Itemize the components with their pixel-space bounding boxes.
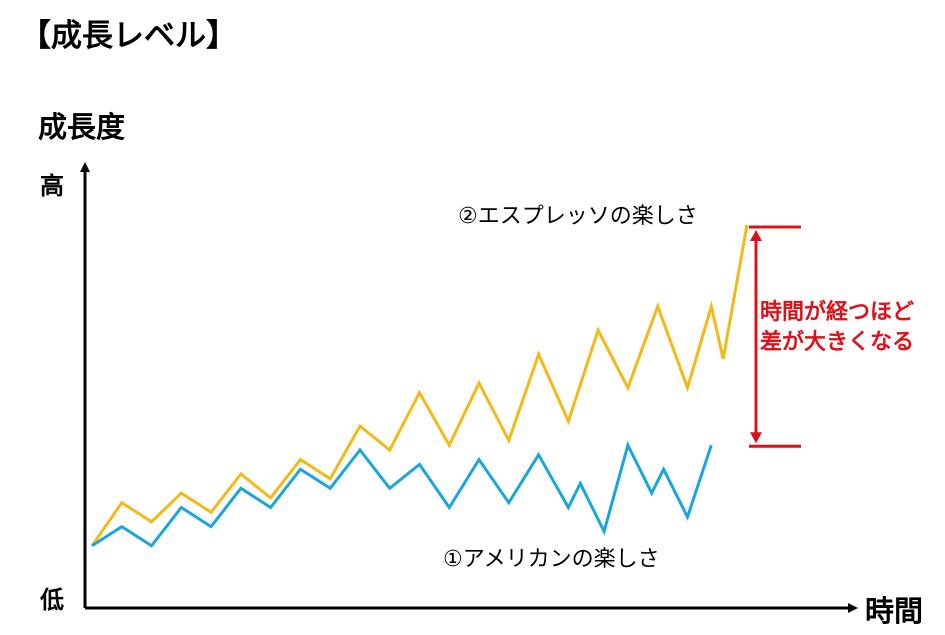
bracket-arrowhead-up <box>750 230 762 241</box>
annotation-line-1: 時間が経つほど <box>760 300 915 325</box>
page-title: 【成長レベル】 <box>20 18 237 54</box>
y-tick-high: 高 <box>40 172 64 200</box>
axes <box>80 162 858 613</box>
x-axis-label: 時間 <box>865 594 924 628</box>
difference-annotation: 時間が経つほど 差が大きくなる <box>760 298 914 358</box>
y-axis-label: 成長度 <box>38 110 126 144</box>
series-lines <box>90 224 749 548</box>
y-axis-arrowhead <box>80 162 90 172</box>
y-tick-low: 低 <box>40 586 64 614</box>
annotation-line-2: 差が大きくなる <box>760 330 915 355</box>
series-line-espresso <box>90 224 749 547</box>
bracket-arrowhead-down <box>750 432 762 444</box>
x-axis-arrowhead <box>848 603 858 613</box>
series-label-american: ①アメリカンの楽しさ <box>443 547 660 572</box>
difference-bracket <box>749 225 801 448</box>
series-label-espresso: ②エスプレッソの楽しさ <box>458 204 698 229</box>
series-line-american <box>91 441 713 548</box>
